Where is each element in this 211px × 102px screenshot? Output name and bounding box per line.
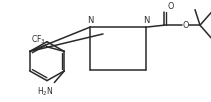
Text: H$_2$N: H$_2$N [37,85,53,98]
Text: N: N [87,16,93,25]
Text: O: O [168,2,174,11]
Text: CF$_3$: CF$_3$ [31,33,45,46]
Text: O: O [183,21,189,30]
Text: N: N [143,16,149,25]
